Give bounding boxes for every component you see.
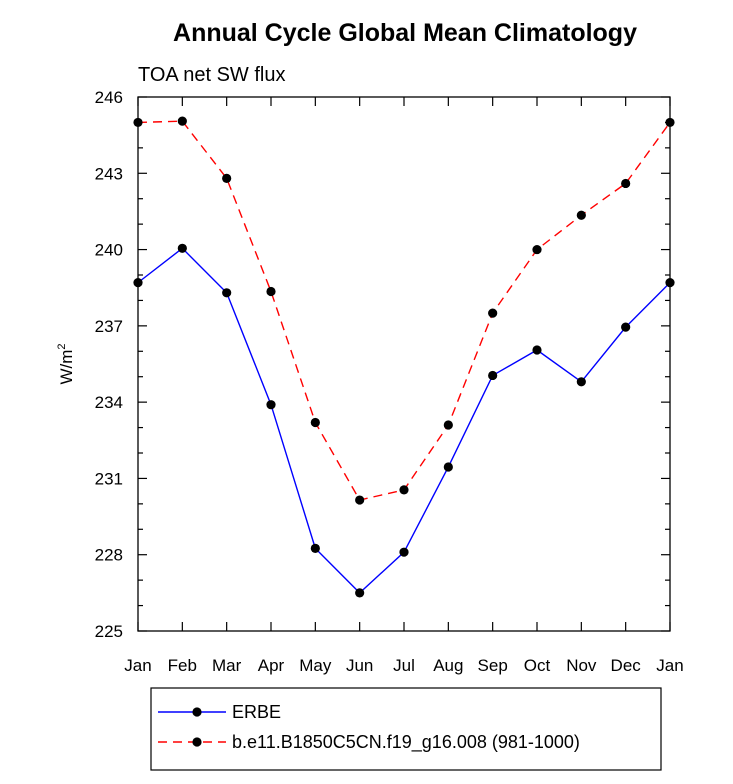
legend-label: ERBE: [232, 702, 281, 722]
y-tick-label: 225: [95, 622, 123, 641]
x-tick-label: May: [299, 656, 332, 675]
data-point: [532, 244, 542, 255]
x-tick-label: Feb: [168, 656, 197, 675]
data-point: [177, 243, 187, 253]
data-point: [266, 400, 276, 410]
data-point: [488, 370, 498, 381]
chart-title: Annual Cycle Global Mean Climatology: [173, 19, 637, 47]
legend-marker: [192, 707, 202, 717]
y-tick-label: 240: [95, 241, 123, 260]
legend-label: b.e11.B1850C5CN.f19_g16.008 (981-1000): [232, 732, 580, 753]
x-tick-label: Oct: [524, 656, 551, 675]
x-tick-label: Mar: [212, 656, 242, 675]
data-point: [443, 462, 453, 472]
x-tick-label: Sep: [478, 656, 508, 675]
series-erbe: [133, 243, 675, 598]
legend: ERBE b.e11.B1850C5CN.f19_g16.008 (981-100…: [150, 687, 662, 771]
data-point: [621, 322, 631, 332]
y-tick-label: 228: [95, 546, 123, 565]
y-tick-label: 243: [95, 164, 123, 183]
x-tick-label: Dec: [611, 656, 642, 675]
series-layer: [133, 116, 675, 598]
data-point: [310, 417, 320, 428]
series-line: [137, 247, 671, 594]
x-tick-label: Aug: [433, 656, 463, 675]
data-point: [488, 308, 498, 318]
x-tick-label: Jul: [393, 656, 415, 675]
legend-marker: [192, 737, 202, 747]
y-axis-label-base: W/m: [57, 350, 76, 385]
data-point: [621, 178, 631, 189]
data-point: [399, 547, 409, 557]
y-tick-labels: 225 228 231 234 237 240 243 246: [95, 88, 123, 641]
series-line: [137, 120, 671, 501]
legend-box: [150, 687, 662, 771]
legend-item: ERBE: [158, 702, 281, 722]
x-tick-label: Jun: [346, 656, 373, 675]
y-tick-label: 237: [95, 317, 123, 336]
x-tick-label: Apr: [258, 656, 285, 675]
x-tick-label: Jan: [656, 656, 683, 675]
x-tick-label: Nov: [566, 656, 597, 675]
data-point: [399, 485, 409, 495]
y-axis-label: W/m2: [56, 343, 76, 384]
data-point: [222, 173, 232, 183]
data-point: [222, 288, 232, 298]
data-point: [576, 377, 586, 387]
data-point: [576, 210, 586, 220]
x-tick-label: Jan: [124, 656, 151, 675]
data-point: [355, 495, 365, 505]
y-axis-label-superscript: 2: [56, 343, 68, 349]
y-tick-label: 231: [95, 469, 123, 488]
data-point: [443, 420, 453, 430]
legend-item: b.e11.B1850C5CN.f19_g16.008 (981-1000): [158, 732, 580, 753]
plot-frame: [137, 96, 671, 632]
svg-text:W/m2: W/m2: [56, 343, 76, 384]
data-point: [177, 116, 187, 126]
data-point: [532, 345, 542, 355]
chart-subtitle: TOA net SW flux: [138, 64, 285, 86]
data-point: [355, 588, 365, 598]
data-point: [310, 543, 320, 553]
x-tick-labels: Jan Feb Mar Apr May Jun Jul Aug Sep Oct Nov Dec Jan: [124, 656, 683, 675]
series-model: [133, 116, 675, 505]
data-point: [266, 286, 276, 297]
y-tick-label: 234: [95, 393, 123, 412]
y-tick-label: 246: [95, 88, 123, 107]
